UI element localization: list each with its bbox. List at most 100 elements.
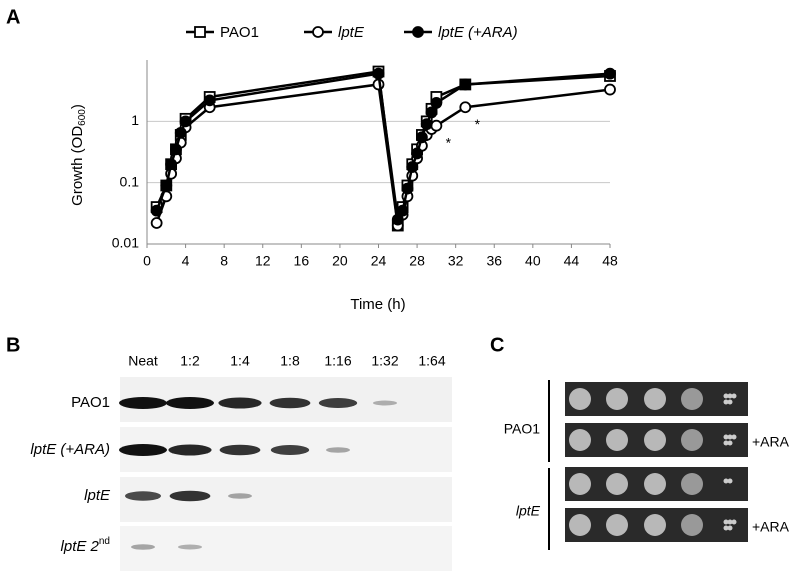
colony <box>723 440 729 446</box>
row-label-sup: nd <box>99 536 110 547</box>
spot <box>681 473 703 495</box>
colony <box>723 519 729 525</box>
lane-label: 1:2 <box>180 353 200 369</box>
colony <box>727 393 733 399</box>
legend-marker <box>312 26 324 38</box>
band <box>166 397 214 409</box>
x-tick-label: 44 <box>564 253 580 269</box>
colony <box>731 393 737 399</box>
spot <box>644 388 666 410</box>
band <box>131 544 155 550</box>
x-tick-label: 0 <box>143 253 151 269</box>
marker <box>150 217 163 229</box>
marker <box>411 147 423 160</box>
marker <box>406 161 419 173</box>
ara-label: +ARA <box>752 434 790 450</box>
lane-label: Neat <box>128 353 158 369</box>
y-label-text: Growth (OD <box>69 126 86 206</box>
row-label-text: lptE 2 <box>61 538 100 555</box>
marker <box>203 94 216 107</box>
row-label: lptE <box>84 487 111 504</box>
y-axis-label: Growth (OD600) <box>69 104 88 206</box>
row-label-text: lptE <box>84 487 111 504</box>
line <box>155 70 611 226</box>
x-tick-label: 32 <box>448 253 464 269</box>
x-tick-label: 28 <box>409 253 425 269</box>
x-tick-label: 40 <box>525 253 541 269</box>
band <box>270 445 310 455</box>
annotation: * <box>475 116 481 132</box>
colony <box>727 434 733 440</box>
spot <box>569 473 591 495</box>
band <box>228 493 252 499</box>
marker <box>170 143 182 156</box>
colony <box>723 399 729 405</box>
panel-label: B <box>6 334 20 356</box>
legend-label: lptE <box>338 24 365 41</box>
x-tick-label: 8 <box>220 253 228 269</box>
row-label: lptE 2nd <box>61 536 110 555</box>
marker <box>396 204 409 217</box>
row-label-text: PAO1 <box>71 394 110 411</box>
marker <box>372 67 385 80</box>
y-label-sub: 600 <box>77 109 88 126</box>
colony <box>727 519 733 525</box>
x-tick-label: 36 <box>486 253 502 269</box>
x-tick-label: 4 <box>182 253 190 269</box>
x-axis-label: Time (h) <box>350 296 405 313</box>
spot <box>681 429 703 451</box>
marker <box>165 158 178 171</box>
band <box>125 491 161 501</box>
spot <box>606 388 628 410</box>
colony <box>727 478 733 484</box>
colony <box>731 434 737 440</box>
marker <box>160 179 173 192</box>
colony <box>727 525 733 531</box>
marker <box>604 83 616 96</box>
panel-label: A <box>6 6 20 28</box>
spot <box>681 514 703 536</box>
marker <box>174 126 187 139</box>
marker <box>391 213 404 226</box>
band <box>168 444 212 456</box>
y-tick-label: 1 <box>131 112 139 128</box>
panel-label: C <box>490 334 504 356</box>
band <box>178 544 202 550</box>
legend-marker <box>194 26 206 38</box>
colony <box>723 393 729 399</box>
lane-label: 1:32 <box>371 353 398 369</box>
marker <box>430 119 443 132</box>
marker <box>425 106 438 119</box>
spot <box>606 429 628 451</box>
spot <box>606 514 628 536</box>
spot <box>644 514 666 536</box>
row-label: PAO1 <box>71 394 110 411</box>
x-tick-label: 24 <box>371 253 387 269</box>
annotation: * <box>446 135 452 151</box>
spot <box>569 388 591 410</box>
spot <box>569 429 591 451</box>
spot <box>644 473 666 495</box>
lane-label: 1:4 <box>230 353 250 369</box>
band <box>169 490 211 502</box>
marker <box>459 78 472 91</box>
colony <box>727 440 733 446</box>
marker <box>459 101 472 114</box>
strain-label: lptE <box>516 503 541 519</box>
marker <box>420 118 433 131</box>
x-tick-label: 48 <box>602 253 618 269</box>
legend-label: PAO1 <box>220 24 259 41</box>
x-tick-label: 16 <box>294 253 310 269</box>
marker <box>416 131 428 144</box>
spot <box>569 514 591 536</box>
band <box>119 444 167 456</box>
band <box>119 397 167 409</box>
marker <box>150 204 163 217</box>
y-label-text: ) <box>69 104 86 109</box>
colony <box>727 399 733 405</box>
spot <box>681 388 703 410</box>
band <box>373 400 397 406</box>
marker <box>430 97 443 109</box>
y-tick-label: 0.01 <box>112 235 139 251</box>
